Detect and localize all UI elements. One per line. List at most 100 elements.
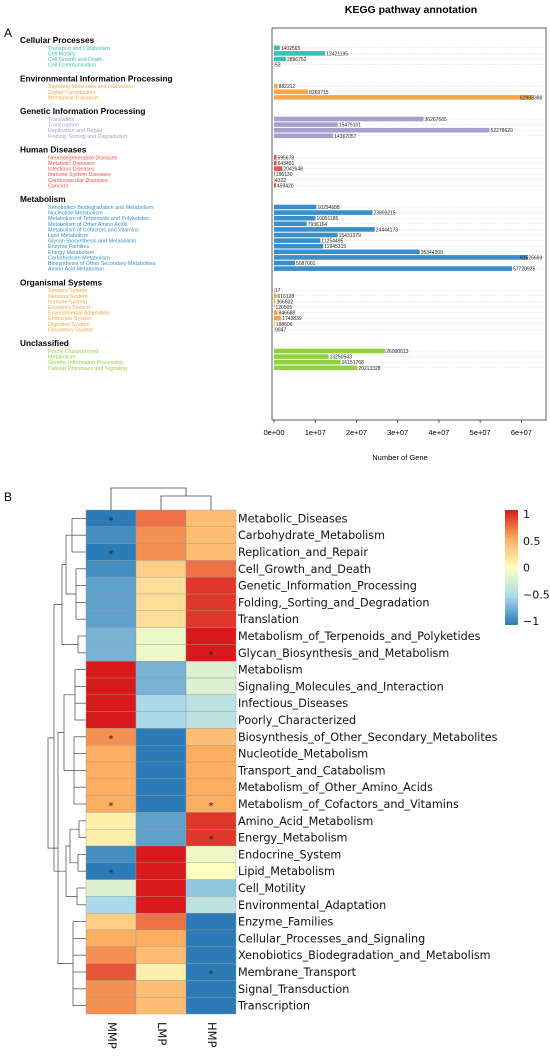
heatmap-cell	[86, 779, 136, 796]
bar-value-label: 11945315	[324, 244, 346, 250]
heatmap-cell	[86, 661, 136, 678]
legend-tick-label: 0.5	[523, 535, 541, 548]
heatmap-cell	[186, 678, 236, 695]
group-header: Environmental Information Processing	[20, 73, 173, 83]
column-label: MMP	[105, 1022, 119, 1049]
heatmap-cell	[186, 728, 236, 745]
heatmap-cell	[186, 863, 236, 880]
bar	[274, 90, 308, 95]
heatmap-cell	[186, 510, 236, 527]
row-dendrogram-branch	[66, 846, 77, 896]
bar	[274, 366, 357, 371]
heatmap-cell	[86, 980, 136, 997]
row-label: Amino_Acid_Metabolism	[238, 815, 373, 828]
category-label: Cancers	[48, 183, 68, 189]
significance-marker: *	[109, 801, 114, 812]
heatmap-cell	[86, 913, 136, 930]
bar	[274, 95, 533, 100]
heatmap-cell	[86, 880, 136, 897]
bar	[274, 316, 281, 321]
bar	[274, 205, 316, 210]
heatmap-cell	[136, 644, 186, 661]
heatmap-cell	[136, 560, 186, 577]
heatmap-cell	[86, 997, 136, 1014]
bar-value-label: 5087001	[296, 261, 316, 267]
panel-a-letter: A	[4, 26, 12, 40]
group-header: Unclassified	[20, 338, 69, 348]
row-label: Metabolism_of_Other_Amino_Acids	[238, 781, 433, 794]
bar	[274, 128, 490, 133]
heatmap-cell	[186, 527, 236, 544]
heatmap-cell	[186, 594, 236, 611]
heatmap-cell	[86, 628, 136, 645]
heatmap-cell	[136, 930, 186, 947]
row-label: Poorly_Characterized	[238, 714, 356, 727]
heatmap-cell	[136, 728, 186, 745]
row-label: Genetic_Information_Processing	[238, 580, 417, 593]
panel-b-letter: B	[4, 490, 12, 504]
row-label: Nucleotide_Metabolism	[238, 748, 368, 761]
x-tick-label: 4e+07	[428, 428, 449, 437]
heatmap-cell	[186, 779, 236, 796]
heatmap-cell	[136, 779, 186, 796]
x-tick-label: 3e+07	[387, 428, 408, 437]
heatmap-cell	[86, 930, 136, 947]
group-header: Metabolism	[20, 194, 66, 204]
row-dendrogram-branch	[58, 733, 73, 964]
heatmap-cell	[186, 812, 236, 829]
heatmap-cell	[136, 762, 186, 779]
row-label: Signal_Transduction	[238, 983, 349, 996]
bar-value-label: 35344309	[421, 250, 443, 256]
row-label: Xenobiotics_Biodegradation_and_Metabolis…	[238, 949, 491, 962]
row-label: Metabolism_of_Cofactors_and_Vitamins	[238, 798, 459, 811]
heatmap-cell	[186, 880, 236, 897]
heatmap-cell	[86, 964, 136, 981]
row-label: Metabolic_Diseases	[238, 512, 348, 525]
heatmap-cell	[136, 628, 186, 645]
legend-tick-label: −1	[523, 615, 539, 628]
category-label: Cell Communication	[48, 63, 96, 69]
bar-value-label: 7936164	[308, 222, 328, 228]
bar	[274, 222, 307, 227]
bar-value-label: 1402565	[281, 46, 301, 52]
heatmap-cell	[86, 560, 136, 577]
bar	[274, 349, 385, 354]
heatmap-cell	[136, 947, 186, 964]
bar	[274, 233, 338, 238]
bar	[274, 172, 275, 177]
heatmap-cell	[86, 947, 136, 964]
category-label: Membrane Transport	[48, 95, 99, 101]
heatmap-cell	[136, 527, 186, 544]
heatmap-cell	[186, 560, 236, 577]
heatmap-cell	[86, 695, 136, 712]
bar	[274, 57, 286, 62]
bar	[274, 46, 280, 51]
bar	[274, 244, 323, 249]
row-dendrogram-branch	[62, 565, 78, 645]
row-label: Infectious_Diseases	[238, 697, 348, 710]
bar	[274, 210, 373, 215]
heatmap-cell	[136, 997, 186, 1014]
x-tick-label: 6e+07	[511, 428, 532, 437]
heatmap-cell	[136, 712, 186, 729]
category-label: Cellular Processes and Signaling	[48, 366, 127, 372]
row-label: Replication_and_Repair	[238, 546, 368, 559]
bar-value-label: 36267665	[425, 117, 447, 123]
heatmap-cell	[186, 695, 236, 712]
row-label: Environmental_Adaptation	[238, 899, 386, 912]
row-label: Transport_and_Catabolism	[237, 764, 386, 777]
bar	[274, 51, 325, 56]
x-axis-label: Number of Gene	[372, 453, 427, 462]
heatmap-cell	[86, 644, 136, 661]
x-tick-label: 5e+07	[470, 428, 491, 437]
heatmap-cell	[86, 594, 136, 611]
row-label: Carbohydrate_Metabolism	[238, 529, 385, 542]
row-label: Cell_Growth_and_Death	[238, 563, 371, 576]
row-label: Endocrine_System	[238, 848, 341, 861]
heatmap-cell	[186, 611, 236, 628]
bar-value-label: 24444173	[376, 227, 398, 233]
heatmap-cell	[136, 745, 186, 762]
bar	[274, 299, 276, 304]
heatmap-cell	[86, 846, 136, 863]
row-label: Membrane_Transport	[238, 966, 357, 979]
